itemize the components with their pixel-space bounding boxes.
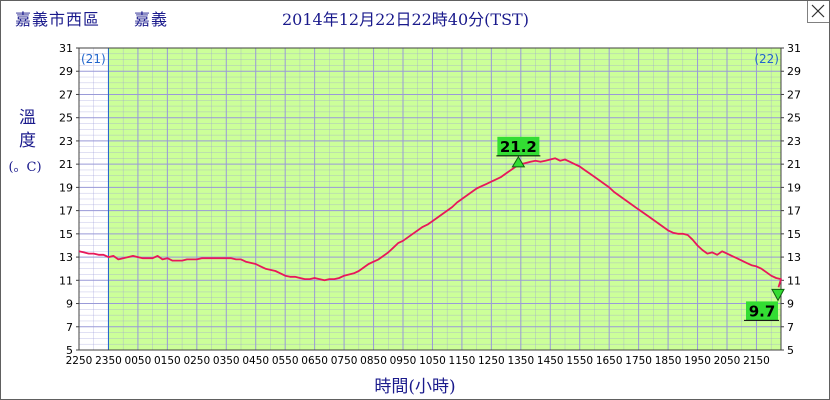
y-tick-label-right: 9 [787,298,794,311]
x-tick-label: 0650 [301,355,328,367]
day-label-start: (21) [81,52,106,66]
y-tick-label-right: 15 [787,228,801,241]
x-tick-label: 0450 [242,355,269,367]
y-tick-label-left: 9 [66,298,73,311]
min-marker-icon [771,288,785,302]
y-tick-label-right: 19 [787,181,801,194]
x-tick-label: 1350 [507,355,534,367]
y-tick-label-left: 31 [59,42,73,55]
day-label-end: (22) [754,52,779,66]
x-tick-label: 0950 [390,355,417,367]
y-tick-label-right: 7 [787,321,794,334]
x-axis-label: 時間(小時) [374,377,456,397]
x-tick-label: 0050 [125,355,152,367]
y-tick-label-right: 23 [787,135,801,148]
y-tick-label-right: 31 [787,42,801,55]
y-tick-label-left: 17 [59,205,73,218]
x-tick-label: 1550 [566,355,593,367]
x-tick-label: 1250 [478,355,505,367]
x-tick-label: 1650 [596,355,623,367]
close-button[interactable] [807,1,829,23]
observation-time: 2014年12月22日22時40分(TST) [282,10,529,29]
x-tick-label: 0250 [183,355,210,367]
y-tick-label-right: 11 [787,274,801,287]
y-tick-label-left: 29 [59,65,73,78]
station-title: 嘉義市西區 嘉義 [15,10,169,29]
series-line [78,157,782,288]
x-tick-label: 0350 [213,355,240,367]
y-tick-label-left: 11 [59,274,73,287]
title-bar: 嘉義市西區 嘉義 2014年12月22日22時40分(TST) [1,1,807,29]
y-tick-label-left: 19 [59,181,73,194]
y-tick-label-left: 23 [59,135,73,148]
x-tick-label: 2050 [714,355,741,367]
y-tick-label-right: 29 [787,65,801,78]
y-tick-label-left: 25 [59,112,73,125]
y-tick-label-right: 27 [787,88,801,101]
max-label-box [497,136,540,156]
x-tick-label: 1150 [449,355,476,367]
y-tick-label-right: 17 [787,205,801,218]
y-axis-unit: (。C) [8,160,42,175]
x-tick-label: 0150 [154,355,181,367]
y-tick-label-left: 5 [66,344,73,357]
y-tick-label-left: 13 [59,251,73,264]
min-label-box [746,301,778,321]
x-tick-label: 1750 [625,355,652,367]
y-tick-label-left: 7 [66,321,73,334]
x-tick-label: 1450 [537,355,564,367]
x-tick-label: 1050 [419,355,446,367]
close-icon [811,4,825,18]
y-axis-label: 溫度 (。C) [6,108,44,180]
y-tick-label-left: 21 [59,158,73,171]
x-tick-label: 2250 [66,355,93,367]
x-tick-label: 0850 [360,355,387,367]
y-tick-label-right: 21 [787,158,801,171]
max-marker-icon [511,155,526,168]
y-tick-label-right: 25 [787,112,801,125]
max-value-label: 21.2 [500,138,537,156]
y-tick-label-right: 5 [787,344,794,357]
plot-border [78,47,782,351]
x-tick-label: 1950 [684,355,711,367]
x-tick-label: 2150 [743,355,770,367]
y-axis-label-text: 溫度 [15,108,35,154]
x-tick-label: 0550 [272,355,299,367]
y-tick-label-left: 15 [59,228,73,241]
x-tick-label: 1850 [655,355,682,367]
y-tick-label-left: 27 [59,88,73,101]
x-tick-label: 2350 [95,355,122,367]
x-tick-label: 0750 [331,355,358,367]
y-tick-label-right: 13 [787,251,801,264]
min-value-label: 9.7 [749,302,776,320]
